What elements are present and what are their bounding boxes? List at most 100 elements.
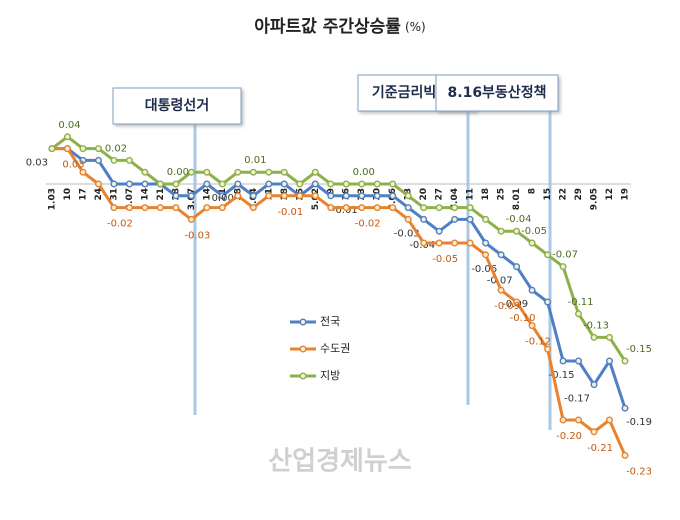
point [311,168,319,176]
point [234,192,242,200]
point [311,180,319,188]
data-label: -0.06 [471,264,497,275]
x-tick-label: 18 [481,188,491,201]
point [141,204,149,212]
point [141,168,149,176]
point [451,215,459,223]
point [125,180,133,188]
data-label: -0.04 [506,214,532,225]
title-unit: (%) [405,20,426,34]
point [389,204,397,212]
point [559,357,567,365]
point [482,239,490,247]
x-tick-label: 21 [156,188,166,201]
point [389,180,397,188]
point [280,192,288,200]
x-tick-label: 14 [202,188,212,201]
point [125,204,133,212]
point [497,251,505,259]
point [265,180,273,188]
point [575,416,583,424]
x-tick-label: 12 [605,188,615,201]
point [621,451,629,459]
x-tick-label: 1.03 [48,188,58,210]
point [590,381,598,389]
point [94,145,102,153]
point [590,333,598,341]
data-label: 0.00 [353,167,375,178]
point [311,192,319,200]
point [528,239,536,247]
x-tick-label: 14 [140,188,150,201]
chart-title: 아파트값 주간상승률 (%) [254,17,425,37]
data-label: -0.07 [552,250,578,261]
data-label: -0.15 [549,370,575,381]
legend-marker [299,318,307,326]
point [389,192,397,200]
x-tick-label: 19 [621,188,631,201]
point [451,204,459,212]
point [482,251,490,259]
data-label: -0.12 [525,337,551,348]
point [544,298,552,306]
data-label: 0.03 [26,158,48,169]
point [63,145,71,153]
point [327,204,335,212]
point [249,204,257,212]
point [358,204,366,212]
point [528,286,536,294]
event-label: 대통령선거 [145,98,209,114]
point [559,416,567,424]
x-tick-label: 15 [543,188,553,201]
data-label: -0.13 [583,320,609,331]
point [606,416,614,424]
x-tick-label: 27 [435,188,445,201]
point [79,145,87,153]
data-label: 0.01 [244,155,266,166]
data-label: -0.15 [626,344,652,355]
point [187,192,195,200]
point [156,180,164,188]
point [280,180,288,188]
point [606,357,614,365]
point [497,286,505,294]
point [575,357,583,365]
point [327,180,335,188]
x-tick-label: 9 [326,188,336,194]
point [172,204,180,212]
point [466,204,474,212]
point [358,180,366,188]
x-tick-label: 24 [94,188,104,201]
event-label: 8.16부동산정책 [448,84,547,101]
data-label: 0.02 [105,143,127,154]
legend-label: 전국 [320,315,340,328]
x-tick-label: 8 [528,188,538,194]
point [482,215,490,223]
point [249,168,257,176]
point [420,204,428,212]
x-tick-label: 31 [109,188,119,201]
x-tick-label: 9.05 [590,188,600,210]
point [342,180,350,188]
point [218,180,226,188]
data-label: -0.02 [107,219,133,230]
point [110,180,118,188]
point [606,333,614,341]
point [559,263,567,271]
data-label: -0.11 [568,297,594,308]
point [296,180,304,188]
point [234,168,242,176]
data-label: -0.07 [487,276,513,287]
point [218,192,226,200]
point [420,215,428,223]
data-label: -0.02 [355,219,381,230]
point [265,192,273,200]
data-label: -0.19 [626,417,652,428]
legend-marker [299,345,307,353]
point [94,180,102,188]
point [435,227,443,235]
data-label: -0.17 [564,394,590,405]
point [544,251,552,259]
point [110,204,118,212]
